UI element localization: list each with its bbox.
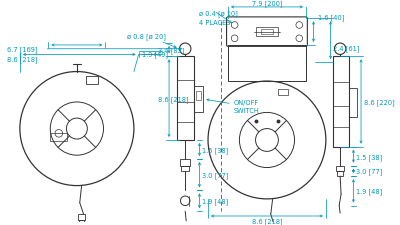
Bar	[332, 57, 349, 147]
Text: 1.9 [48]: 1.9 [48]	[356, 188, 382, 194]
Bar	[50, 134, 67, 141]
Bar	[78, 214, 86, 220]
Bar	[278, 89, 288, 96]
Text: 8.6 [218]: 8.6 [218]	[6, 56, 37, 62]
Text: 1.5 [38]: 1.5 [38]	[356, 153, 382, 160]
Bar	[196, 92, 201, 101]
Bar	[269, 224, 276, 225]
Text: 3.0 [77]: 3.0 [77]	[202, 171, 229, 178]
Bar	[182, 166, 189, 172]
Text: 1.5 [38]: 1.5 [38]	[202, 146, 228, 153]
Bar	[261, 30, 273, 35]
Bar	[228, 46, 306, 82]
Text: 1.6 [40]: 1.6 [40]	[318, 14, 345, 21]
Text: ON/OFF: ON/OFF	[234, 99, 259, 105]
Bar	[180, 159, 190, 166]
Text: 2.4 [61]: 2.4 [61]	[334, 45, 360, 52]
Bar	[336, 166, 344, 172]
Bar	[79, 220, 84, 225]
Text: ø 0.8 [ø 20]: ø 0.8 [ø 20]	[127, 33, 166, 40]
Text: SWITCH: SWITCH	[234, 108, 260, 114]
Bar	[349, 89, 357, 117]
Text: 8.6 [218]: 8.6 [218]	[252, 217, 282, 224]
Text: 8.6 [218]: 8.6 [218]	[158, 95, 188, 102]
Text: 4 PLACES: 4 PLACES	[200, 20, 231, 26]
Bar	[177, 57, 194, 140]
Bar	[86, 77, 98, 85]
Text: 8.6 [220]: 8.6 [220]	[364, 99, 395, 105]
Text: 1.9 [49]: 1.9 [49]	[142, 51, 168, 58]
Text: 3.0 [77]: 3.0 [77]	[356, 168, 383, 174]
Text: 6.7 [169]: 6.7 [169]	[6, 46, 37, 53]
Text: 1.9 [48]: 1.9 [48]	[202, 198, 228, 204]
Text: 7.9 [200]: 7.9 [200]	[252, 0, 282, 7]
Bar	[256, 28, 278, 37]
Bar	[194, 86, 203, 113]
Bar	[337, 172, 343, 176]
Text: 3.4 [85]: 3.4 [85]	[158, 47, 184, 54]
Text: ø 0.4 [ø 10]: ø 0.4 [ø 10]	[200, 10, 238, 17]
